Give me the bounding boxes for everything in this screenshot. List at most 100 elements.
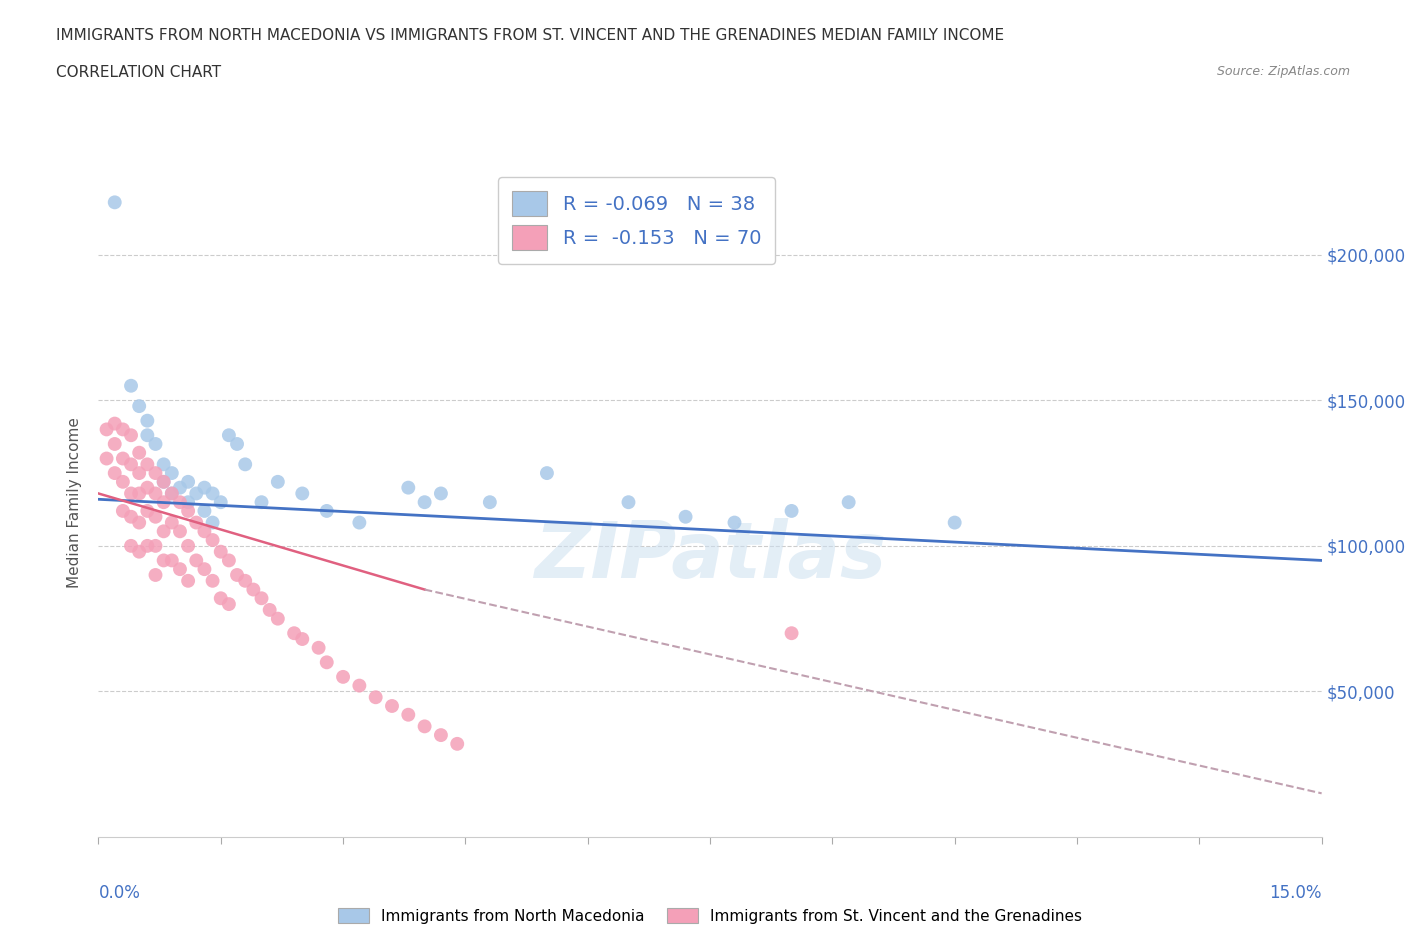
Point [96, 451, 118, 466]
Legend: Immigrants from North Macedonia, Immigrants from St. Vincent and the Grenadines: Immigrants from North Macedonia, Immigra… [332, 901, 1088, 930]
Point [111, 422, 134, 437]
Point [233, 457, 256, 472]
Point [111, 451, 134, 466]
Point [218, 597, 240, 612]
Point [193, 524, 215, 538]
Point [128, 515, 150, 530]
Point [193, 480, 215, 495]
Point [430, 486, 453, 501]
Point [364, 690, 387, 705]
Point [267, 611, 290, 626]
Point [209, 544, 232, 559]
Text: ZIPatlas: ZIPatlas [534, 518, 886, 593]
Point [145, 486, 167, 501]
Point [177, 574, 200, 589]
Point [536, 466, 558, 481]
Point [152, 495, 174, 510]
Point [128, 486, 150, 501]
Point [120, 538, 142, 553]
Point [152, 553, 174, 568]
Point [218, 553, 240, 568]
Point [111, 503, 134, 518]
Text: 0.0%: 0.0% [98, 884, 141, 901]
Point [111, 474, 134, 489]
Point [128, 466, 150, 481]
Point [145, 538, 167, 553]
Point [160, 466, 183, 481]
Point [104, 195, 127, 210]
Point [145, 567, 167, 582]
Point [177, 538, 200, 553]
Point [201, 515, 224, 530]
Point [780, 626, 803, 641]
Point [136, 503, 159, 518]
Point [186, 515, 208, 530]
Point [120, 510, 142, 525]
Point [349, 515, 371, 530]
Point [283, 626, 305, 641]
Y-axis label: Median Family Income: Median Family Income [67, 417, 83, 588]
Point [169, 524, 191, 538]
Point [152, 474, 174, 489]
Point [201, 574, 224, 589]
Point [104, 416, 127, 431]
Point [177, 503, 200, 518]
Point [675, 510, 697, 525]
Point [430, 727, 453, 742]
Point [242, 582, 264, 597]
Point [291, 631, 314, 646]
Point [332, 670, 354, 684]
Point [315, 655, 337, 670]
Point [446, 737, 468, 751]
Point [120, 486, 142, 501]
Point [267, 474, 290, 489]
Point [169, 562, 191, 577]
Point [396, 708, 419, 723]
Point [145, 466, 167, 481]
Point [617, 495, 640, 510]
Point [233, 574, 256, 589]
Point [193, 503, 215, 518]
Point [478, 495, 501, 510]
Point [943, 515, 966, 530]
Point [226, 567, 249, 582]
Point [120, 428, 142, 443]
Point [413, 719, 436, 734]
Point [308, 641, 330, 656]
Point [160, 553, 183, 568]
Point [209, 495, 232, 510]
Point [780, 503, 803, 518]
Point [838, 495, 860, 510]
Point [136, 428, 159, 443]
Point [250, 591, 273, 605]
Point [160, 515, 183, 530]
Point [160, 486, 183, 501]
Point [226, 436, 249, 451]
Point [104, 436, 127, 451]
Text: IMMIGRANTS FROM NORTH MACEDONIA VS IMMIGRANTS FROM ST. VINCENT AND THE GRENADINE: IMMIGRANTS FROM NORTH MACEDONIA VS IMMIG… [56, 28, 1004, 43]
Point [201, 486, 224, 501]
Point [120, 379, 142, 393]
Point [136, 480, 159, 495]
Point [177, 474, 200, 489]
Text: CORRELATION CHART: CORRELATION CHART [56, 65, 221, 80]
Text: 15.0%: 15.0% [1270, 884, 1322, 901]
Point [152, 457, 174, 472]
Point [136, 538, 159, 553]
Point [349, 678, 371, 693]
Point [381, 698, 404, 713]
Point [136, 457, 159, 472]
Point [96, 422, 118, 437]
Point [250, 495, 273, 510]
Point [186, 486, 208, 501]
Point [152, 524, 174, 538]
Point [193, 562, 215, 577]
Point [128, 399, 150, 414]
Point [291, 486, 314, 501]
Point [152, 474, 174, 489]
Point [136, 413, 159, 428]
Point [128, 445, 150, 460]
Point [177, 495, 200, 510]
Point [186, 553, 208, 568]
Point [169, 495, 191, 510]
